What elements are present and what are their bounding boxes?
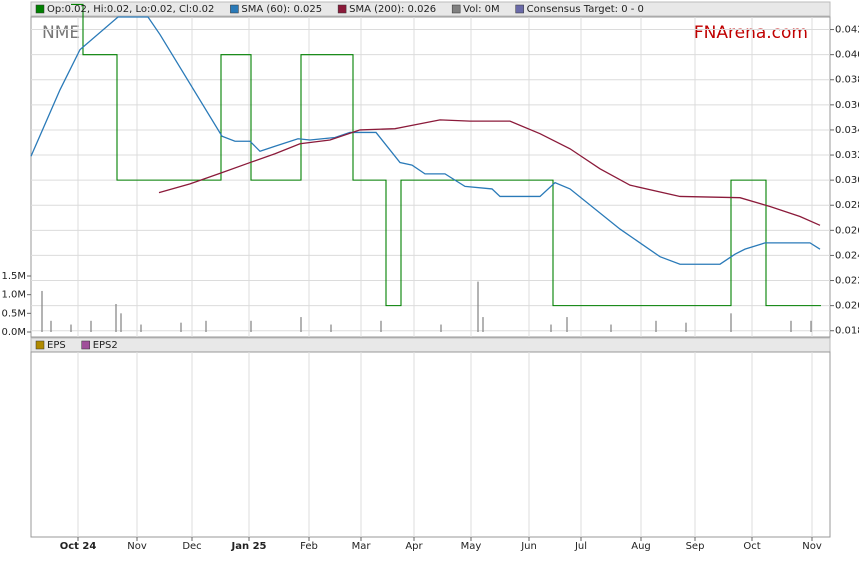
y-tick-label: 0.026 (835, 225, 859, 236)
x-tick-label: Dec (182, 541, 201, 552)
watermark: FNArena.com (694, 23, 808, 43)
legend-label: EPS (47, 340, 66, 351)
legend-swatch (35, 4, 45, 14)
legend-bar (30, 337, 831, 353)
x-tick-label: May (461, 541, 482, 552)
y-tick-label: 0.024 (835, 250, 859, 261)
x-tick-label: Mar (352, 541, 372, 552)
legend-swatch (451, 4, 461, 14)
legend-label: EPS2 (93, 340, 118, 351)
x-tick-label: Nov (802, 541, 822, 552)
y2-tick-label: 1.0M (1, 290, 26, 301)
y-tick-label: 0.036 (835, 100, 859, 111)
legend-label: SMA (60): 0.025 (241, 4, 322, 15)
y-tick-label: 0.030 (835, 175, 859, 186)
legend-label: Vol: 0M (463, 4, 500, 15)
sma-line (30, 16, 821, 265)
y2-tick-label: 0.5M (1, 308, 26, 319)
legend-swatch (337, 4, 347, 14)
x-tick-label: Oct 24 (60, 541, 97, 552)
ticker: NME (42, 23, 80, 43)
legend-swatch (81, 340, 90, 350)
legend-label: Consensus Target: 0 - 0 (527, 4, 644, 15)
y-tick-label: 0.034 (835, 125, 859, 136)
y2-tick-label: 0.0M (1, 327, 26, 338)
x-tick-label: Nov (127, 541, 147, 552)
x-tick-label: Jan 25 (231, 541, 267, 552)
legend-swatch (35, 340, 45, 350)
legend-label: Op:0.02, Hi:0.02, Lo:0.02, Cl:0.02 (47, 4, 214, 15)
y-tick-label: 0.022 (835, 276, 859, 287)
legend-swatch (230, 4, 239, 14)
x-tick-label: Apr (405, 541, 423, 552)
y2-tick-label: 1.5M (1, 271, 26, 282)
y-tick-label: 0.028 (835, 200, 859, 211)
x-tick-label: Jul (574, 541, 587, 552)
x-tick-label: Sep (686, 541, 705, 552)
sma-line (158, 119, 821, 226)
y-tick-label: 0.042 (835, 25, 859, 36)
x-tick-label: Feb (300, 541, 318, 552)
y-tick-label: 0.020 (835, 301, 859, 312)
y-tick-label: 0.040 (835, 50, 859, 61)
price-line (71, 3, 821, 307)
legend-label: SMA (200): 0.026 (349, 4, 436, 15)
y-tick-label: 0.038 (835, 75, 859, 86)
y-tick-label: 0.032 (835, 150, 859, 161)
x-tick-label: Oct (743, 541, 760, 552)
y-tick-label: 0.018 (835, 326, 859, 337)
x-tick-label: Aug (631, 541, 651, 552)
x-tick-label: Jun (520, 541, 537, 552)
legend-swatch (515, 4, 524, 14)
eps-panel (30, 351, 831, 538)
price-panel (30, 16, 831, 338)
